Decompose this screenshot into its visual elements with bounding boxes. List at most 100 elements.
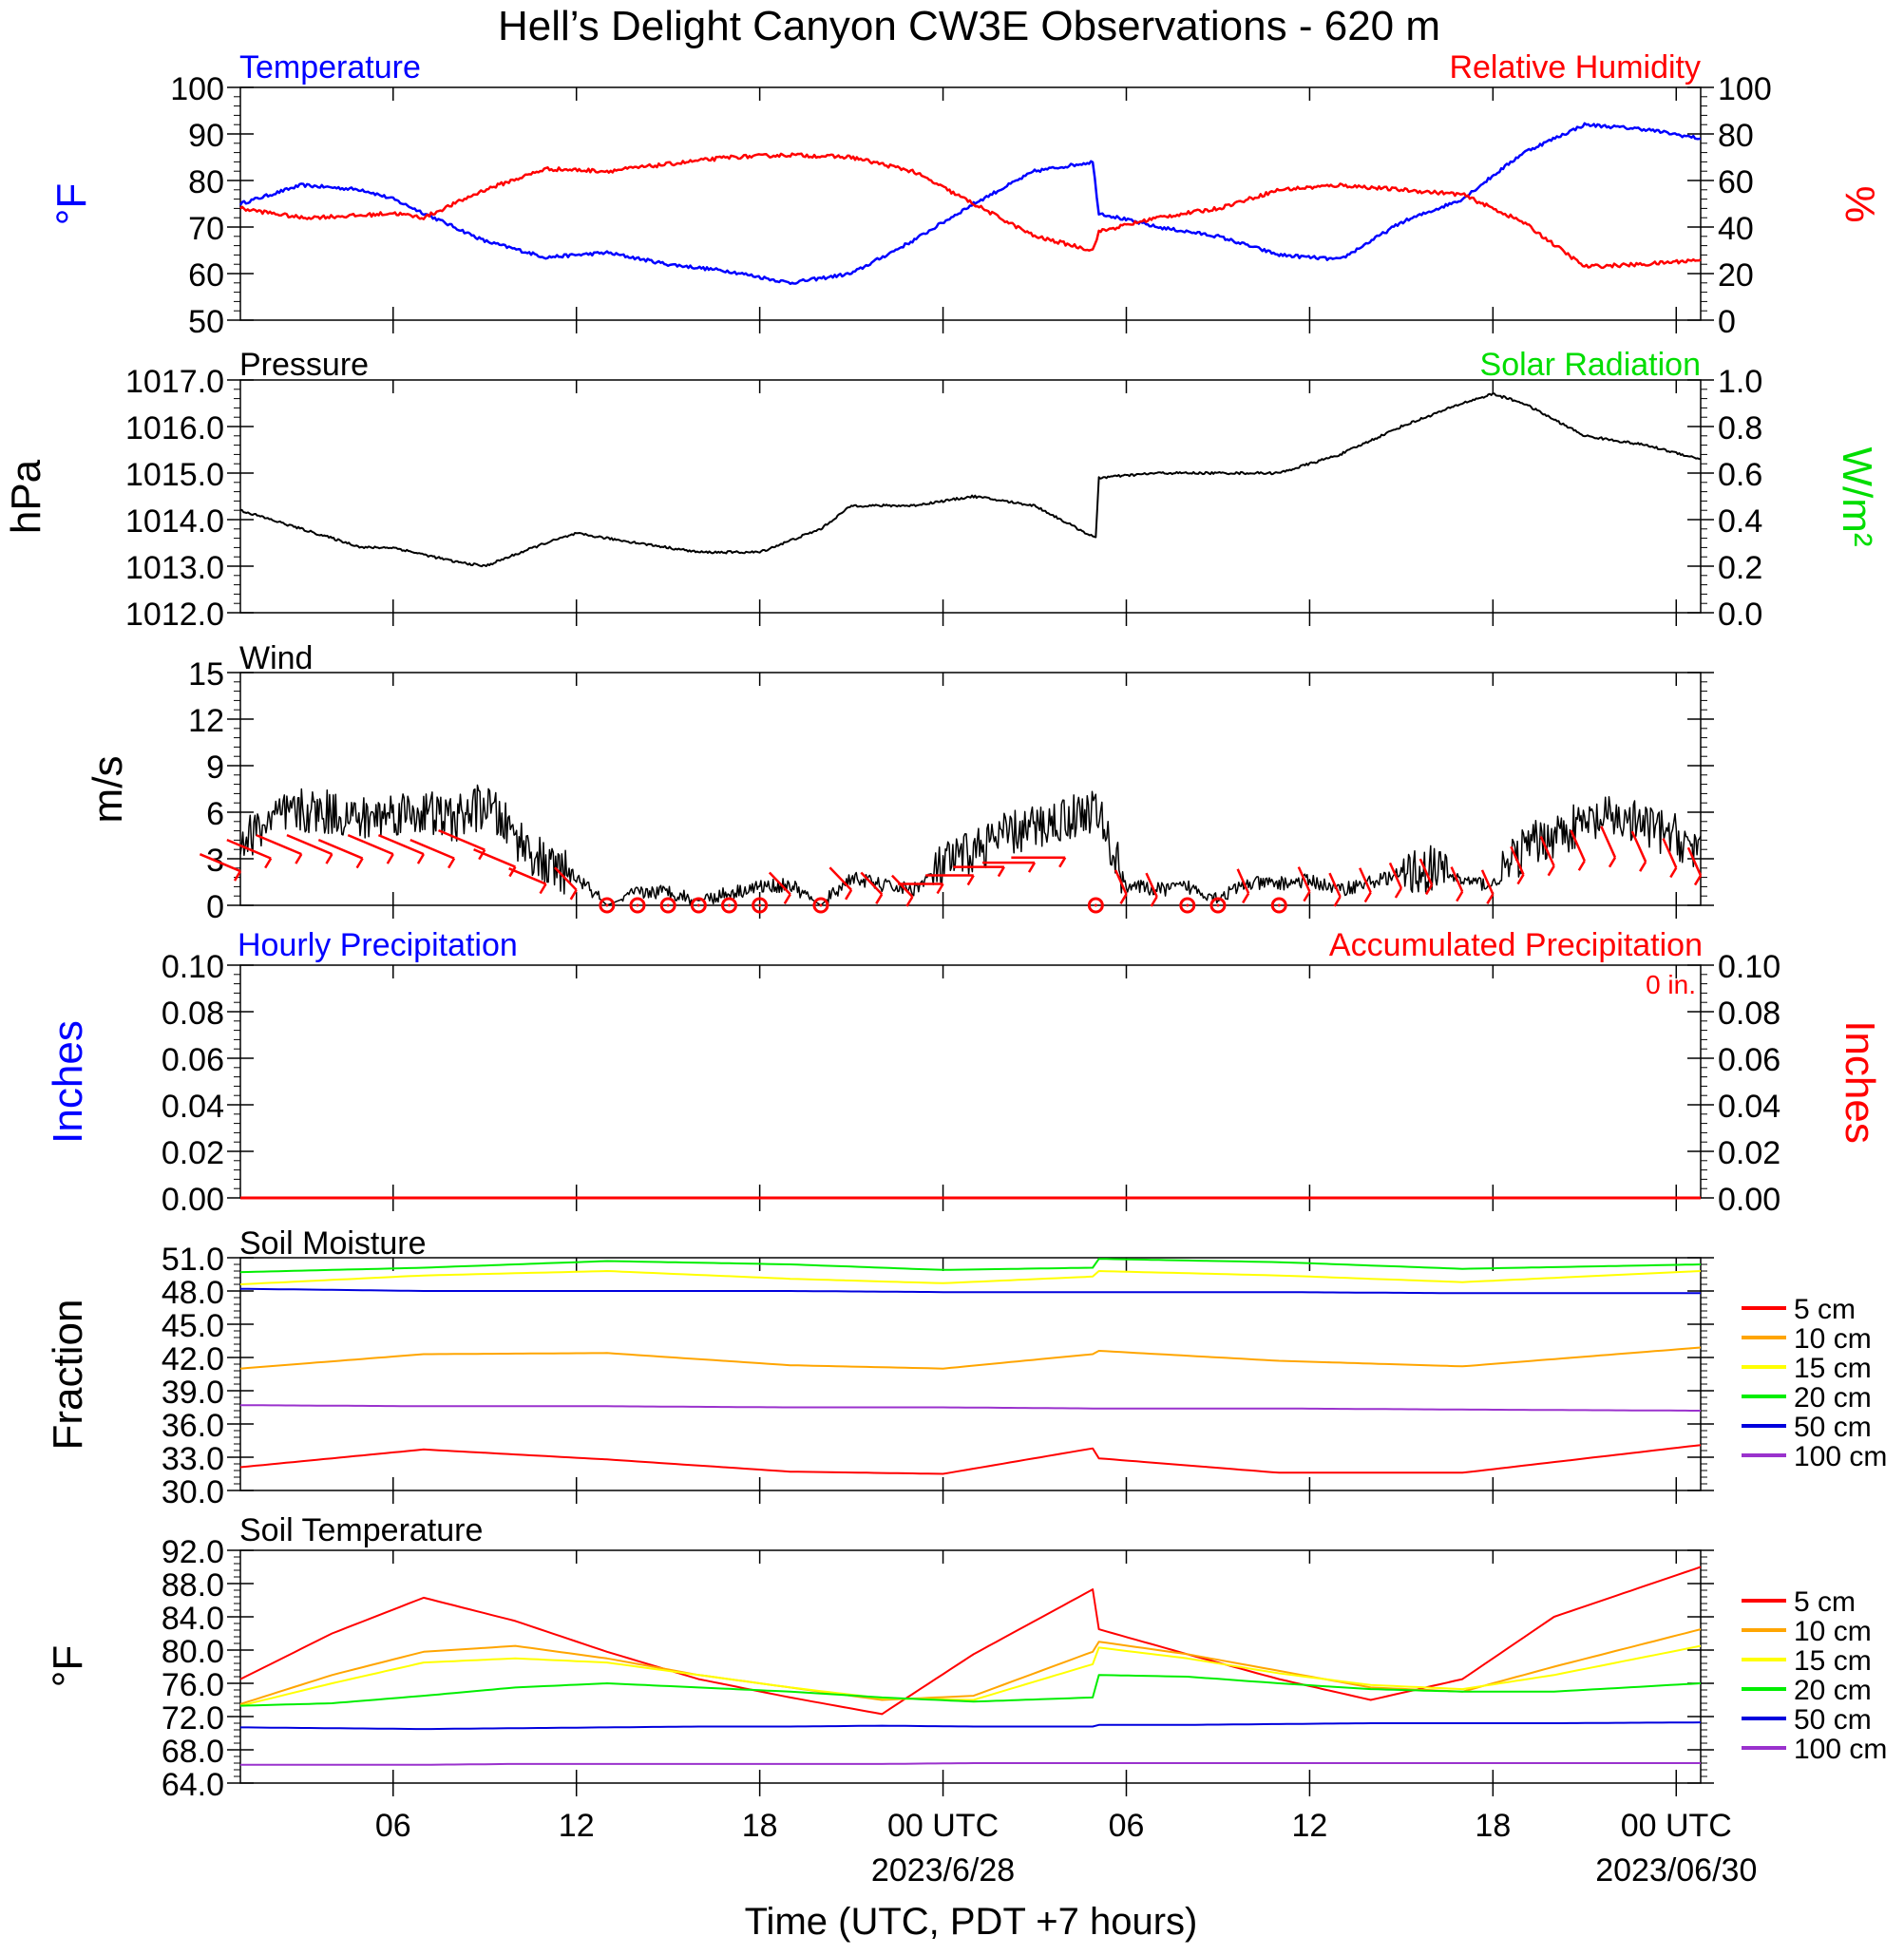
calm-marker-dot <box>1216 903 1220 907</box>
wind-barb <box>1662 838 1678 868</box>
wind-barb <box>1450 866 1464 893</box>
panel-label-left: Pressure <box>239 347 369 383</box>
series-line-20cm <box>239 1674 1702 1707</box>
wind-barb <box>1359 867 1372 894</box>
y-tick-label: 1016.0 <box>125 410 224 446</box>
calm-marker <box>1087 897 1104 914</box>
y-axis-label-right: Inches <box>1837 1020 1883 1144</box>
y-axis-label-left: m/s <box>85 756 131 824</box>
wind-barb-flag <box>355 857 364 869</box>
panel-temperature-humidity: Temperature Relative Humidity °F % 100 90… <box>48 49 1883 340</box>
panel-label-left: Soil Moisture <box>239 1225 427 1262</box>
y-tick-label: 64.0 <box>162 1767 224 1803</box>
calm-marker-dot <box>636 903 639 907</box>
y-tick-label: 70 <box>188 211 224 247</box>
series-line-10cm <box>239 1346 1702 1370</box>
calm-marker <box>1270 897 1287 914</box>
wind-barb <box>199 853 241 873</box>
wind-barb-flag <box>539 883 547 895</box>
y-tick-label-right: 0.10 <box>1718 949 1780 985</box>
y-tick-label: 0.06 <box>162 1042 224 1078</box>
wind-barb <box>1600 826 1617 859</box>
wind-barb <box>473 848 516 868</box>
y-tick-label: 42.0 <box>162 1341 224 1377</box>
wind-barb-flag <box>966 874 975 886</box>
legend-label: 10 cm <box>1794 1616 1872 1647</box>
series-line-100cm <box>240 1404 1701 1412</box>
wind-barb <box>1480 869 1495 895</box>
wind-barb-flag <box>1242 892 1250 904</box>
calm-marker <box>1209 897 1227 914</box>
wind-barb-flag <box>1150 896 1158 907</box>
y-tick-label: 0.04 <box>162 1089 224 1125</box>
legend-label: 15 cm <box>1794 1645 1872 1677</box>
wind-barb-flag <box>1547 865 1555 877</box>
wind-barb <box>1236 868 1250 894</box>
y-tick-label: 15 <box>188 656 224 693</box>
wind-barb-flag <box>416 853 426 864</box>
plot-area: 1017.0 1016.0 1015.0 1014.0 1013.0 1012.0 1.0 0… <box>125 364 1762 633</box>
y-tick-label: 51.0 <box>162 1242 224 1278</box>
x-tick-label: 18 <box>742 1808 778 1844</box>
y-tick-label-right: 0.2 <box>1718 550 1762 586</box>
plot-area: 100 90 80 70 60 50 100 80 60 40 20 0 <box>170 71 1771 340</box>
y-tick-label: 84.0 <box>162 1601 224 1637</box>
legend-label: 20 cm <box>1794 1675 1872 1706</box>
y-tick-label-right: 0.8 <box>1718 410 1762 446</box>
calm-marker-dot <box>696 903 700 907</box>
wind-barb <box>1630 830 1647 863</box>
wind-barb-flag <box>936 883 944 895</box>
calm-marker-dot <box>1094 903 1097 907</box>
wind-barb <box>828 866 852 891</box>
panel-frame <box>239 1549 1702 1784</box>
calm-marker-dot <box>1186 903 1190 907</box>
wind-barb-flag <box>1119 893 1128 904</box>
y-tick-label: 100 <box>170 71 224 107</box>
calm-marker <box>720 897 737 914</box>
wind-barb <box>1539 835 1555 867</box>
calm-marker-dot <box>758 903 762 907</box>
wind-barb <box>1570 829 1586 862</box>
y-axis-label-left: Inches <box>45 1020 91 1144</box>
wind-barb-flag <box>1516 874 1525 885</box>
y-tick-label-right: 0.04 <box>1718 1089 1780 1125</box>
x-axis: 06 12 18 00 UTC 06 12 18 00 UTC 2023/6/28 2023/06… <box>375 1808 1758 1889</box>
y-tick-label: 45.0 <box>162 1308 224 1344</box>
y-tick-label: 36.0 <box>162 1408 224 1444</box>
wind-barb <box>226 838 272 860</box>
y-tick-label-right: 60 <box>1718 164 1754 200</box>
series-line-100cm <box>240 1762 1701 1766</box>
series-line-50cm <box>239 1287 1701 1295</box>
plot-area: 51.048.045.042.039.036.033.030.0 <box>162 1242 1714 1510</box>
calm-marker-dot <box>666 903 670 907</box>
y-axis-label-left: °F <box>45 1645 91 1687</box>
wind-barb-flag <box>905 896 914 907</box>
wind-barb <box>1388 862 1403 889</box>
x-date-label: 2023/6/28 <box>871 1852 1015 1889</box>
wind-barb-flag <box>264 857 273 869</box>
panel-label-left: Soil Temperature <box>239 1512 483 1548</box>
panel-label-right: Accumulated Precipitation <box>1329 927 1703 963</box>
calm-marker <box>812 897 829 914</box>
legend-label: 5 cm <box>1794 1586 1856 1618</box>
panel-frame <box>239 1257 1702 1491</box>
series-line-50cm <box>240 1721 1702 1731</box>
wind-barb <box>409 838 455 860</box>
y-tick-label-right: 0.02 <box>1718 1135 1780 1171</box>
wind-barb-flag <box>569 889 578 901</box>
calm-marker <box>1179 897 1196 914</box>
calm-marker-dot <box>1277 903 1281 907</box>
series-line-20cm <box>239 1258 1702 1274</box>
x-tick-label: 00 UTC <box>1621 1808 1732 1844</box>
calm-marker <box>599 897 616 914</box>
y-tick-label: 0 <box>206 889 224 925</box>
series-line-15cm <box>239 1270 1702 1285</box>
wind-barb <box>377 833 425 856</box>
legend-label: 10 cm <box>1794 1323 1872 1355</box>
series-line-5cm <box>239 1444 1702 1475</box>
legend-label: 50 cm <box>1794 1412 1872 1443</box>
x-date-label: 2023/06/30 <box>1595 1852 1757 1889</box>
y-tick-label-right: 40 <box>1718 211 1754 247</box>
y-tick-label: 0.00 <box>162 1182 224 1218</box>
